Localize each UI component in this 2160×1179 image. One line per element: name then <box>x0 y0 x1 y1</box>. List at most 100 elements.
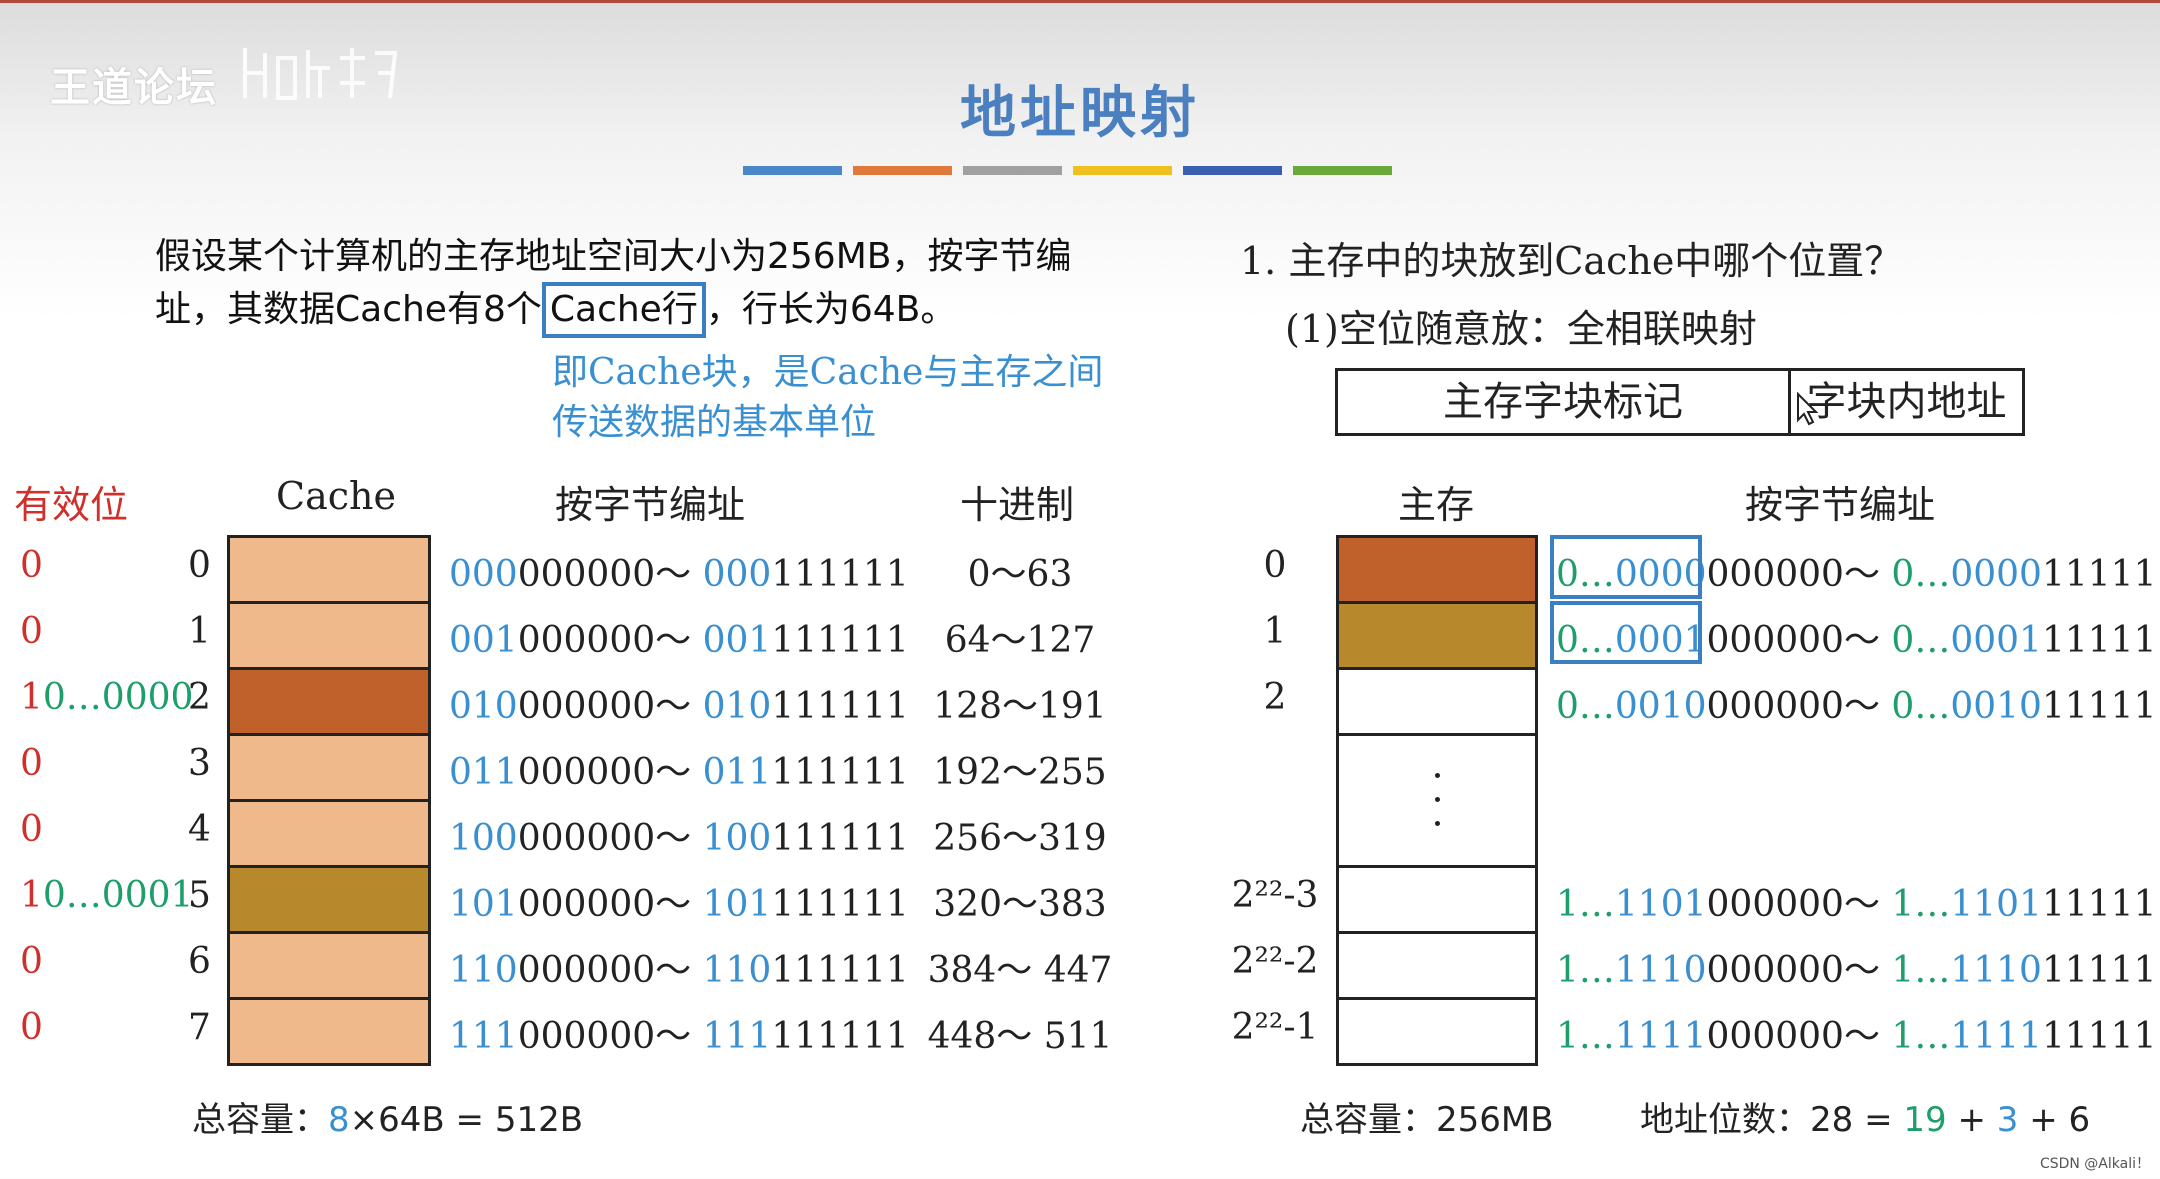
address-bits-offset: + 6 <box>2018 1100 2091 1140</box>
cache-line-index: 3 <box>188 743 211 784</box>
addr-lo: 111111 <box>2041 554 2160 595</box>
valid-bit-header: 有效位 <box>14 483 129 527</box>
decimal-range: 0～63 <box>967 554 1073 595</box>
addr-lo: 000000～ <box>517 884 692 925</box>
cache-line-index: 0 <box>188 545 211 586</box>
cache-capacity-rest: ×64B = 512B <box>349 1100 584 1140</box>
memory-block-index: 1 <box>1263 611 1287 652</box>
decimal-range: 448～ 511 <box>927 1016 1113 1057</box>
memory-capacity-value: 256MB <box>1436 1100 1554 1140</box>
cache-line-index: 7 <box>188 1007 211 1048</box>
valid-bit-value: 0 <box>20 743 43 784</box>
address-bits-plus: + <box>1946 1100 1997 1140</box>
note-line-1: 即Cache块，是Cache与主存之间 <box>552 352 1104 393</box>
valid-bit: 0 <box>20 545 43 586</box>
memory-block-index: 2²²-3 <box>1231 875 1319 916</box>
address-format-box: 主存字块标记 字块内地址 <box>1335 368 2025 436</box>
cache-line-address: 011000000～ 011111111 <box>449 743 909 795</box>
cache-header: Cache <box>276 474 396 518</box>
addr-hi: 011 <box>449 752 518 793</box>
memory-block-address: 1…1111000000～ 1…1111111111 <box>1556 1007 2160 1059</box>
decimal-range: 384～ 447 <box>927 950 1113 991</box>
addr-tag: 1111 <box>1614 1016 1707 1057</box>
addr-tag: 0010 <box>1950 686 2042 727</box>
address-bits: 地址位数：28 = 19 + 3 + 6 <box>1640 1092 2090 1141</box>
color-segment <box>1293 166 1392 175</box>
valid-bit-value: 0 <box>20 941 43 982</box>
addr-prefix: 0… <box>1891 686 1951 727</box>
tag-highlight-box <box>1550 601 1702 664</box>
addr-prefix: 1… <box>1891 1016 1951 1057</box>
top-accent-line <box>0 0 2160 3</box>
addr-lo: 000000～ <box>1706 950 1880 991</box>
decimal-range: 192～255 <box>933 752 1107 793</box>
cache-line-highlight: Cache行 <box>541 282 706 338</box>
addr-tag: 0000 <box>1614 554 1707 595</box>
mouse-cursor-icon <box>1797 392 1819 426</box>
cache-line-block <box>227 997 431 1066</box>
problem-statement: 假设某个计算机的主存地址空间大小为256MB，按字节编 址，其数据Cache有8… <box>155 232 1185 338</box>
cache-line-address: 110000000～ 110111111 <box>449 941 909 993</box>
addr-tag: 1101 <box>1950 884 2042 925</box>
addr-hi: 001 <box>702 620 772 661</box>
addr-lo: 000000～ <box>1706 554 1880 595</box>
problem-line-1: 假设某个计算机的主存地址空间大小为256MB，按字节编 <box>155 236 1072 277</box>
cache-line-index: 5 <box>188 875 211 916</box>
cache-line-address: 000000000～ 000111111 <box>449 545 909 597</box>
question-1-answer: (1)空位随意放：全相联映射 <box>1285 307 1757 351</box>
cache-line-block <box>227 931 431 1000</box>
valid-bit-value: 0 <box>20 809 43 850</box>
ellipsis-dot <box>1435 821 1440 826</box>
decimal-header: 十进制 <box>960 483 1075 527</box>
addr-lo: 000000～ <box>517 818 692 859</box>
valid-bit-value: 0 <box>20 611 43 652</box>
addr-lo: 000000～ <box>517 950 692 991</box>
memory-block-address: 0…0010000000～ 0…0010111111 <box>1556 677 2160 729</box>
color-segment <box>1073 166 1172 175</box>
cache-line-index: 1 <box>188 611 211 652</box>
valid-tag: 0…0001 <box>42 875 194 916</box>
memory-block <box>1336 535 1538 604</box>
memory-block <box>1336 601 1538 670</box>
color-segment <box>1183 166 1282 175</box>
addr-hi: 110 <box>702 950 772 991</box>
memory-block <box>1336 997 1538 1066</box>
valid-bit-value: 1 <box>20 677 43 718</box>
addr-lo: 000000～ <box>517 1016 692 1057</box>
memory-block-index: 0 <box>1263 545 1287 586</box>
color-segment <box>853 166 952 175</box>
addr-tag: 1110 <box>1950 950 2042 991</box>
addr-prefix: 1… <box>1556 950 1615 991</box>
cache-line-index: 4 <box>188 809 211 850</box>
color-bar <box>743 166 1392 175</box>
cache-line-block <box>227 601 431 670</box>
addr-lo: 111111 <box>2041 884 2160 925</box>
addr-hi: 111 <box>702 1016 772 1057</box>
watermark-logo <box>243 48 398 100</box>
addr-tag: 1110 <box>1614 950 1707 991</box>
cache-line-address: 010000000～ 010111111 <box>449 677 909 729</box>
memory-block-index: 2²²-1 <box>1231 1007 1319 1048</box>
cache-addr-header: 按字节编址 <box>555 483 746 527</box>
addr-lo: 111111 <box>771 686 909 727</box>
cache-line-note: 即Cache块，是Cache与主存之间 传送数据的基本单位 <box>552 348 1103 448</box>
tag-highlight-box <box>1550 535 1702 599</box>
memory-block-address: 1…1101000000～ 1…1101111111 <box>1556 875 2160 927</box>
addr-lo: 111111 <box>771 884 909 925</box>
valid-bit: 0 <box>20 941 43 982</box>
valid-bit: 0 <box>20 1007 43 1048</box>
addr-hi: 101 <box>702 884 772 925</box>
cache-line-block <box>227 799 431 868</box>
memory-block-address: 0…0001000000～ 0…0001111111 <box>1556 611 2160 663</box>
addr-prefix: 1… <box>1556 1016 1615 1057</box>
addr-prefix: 0… <box>1556 620 1615 661</box>
cache-capacity: 总容量：8×64B = 512B <box>192 1092 583 1141</box>
cache-capacity-label: 总容量： <box>192 1100 328 1140</box>
memory-block <box>1336 667 1538 736</box>
ellipsis-dot <box>1435 773 1440 778</box>
color-segment <box>743 166 842 175</box>
memory-block-index: 2²²-2 <box>1231 941 1319 982</box>
addr-tag: 1111 <box>1950 1016 2042 1057</box>
memory-capacity: 总容量：256MB <box>1300 1092 1554 1141</box>
addr-lo: 000000～ <box>1706 620 1880 661</box>
